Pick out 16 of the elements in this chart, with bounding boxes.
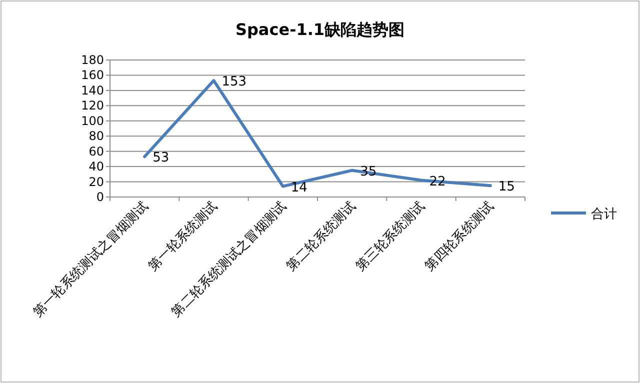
data-label: 153 — [222, 74, 247, 90]
y-tick-label: 160 — [81, 68, 104, 82]
data-label: 15 — [498, 180, 515, 195]
y-tick-label: 40 — [88, 160, 104, 174]
chart-title: Space-1.1缺陷趋势图 — [235, 20, 405, 39]
y-tick-label: 60 — [88, 144, 104, 158]
y-tick-label: 100 — [81, 114, 104, 128]
y-tick-label: 180 — [81, 53, 104, 67]
y-tick-label: 120 — [81, 98, 104, 113]
y-tick-label: 80 — [88, 129, 104, 144]
y-tick-label: 20 — [88, 174, 104, 189]
y-tick-label: 140 — [81, 83, 104, 98]
data-label: 14 — [290, 180, 308, 196]
y-tick-label: 0 — [96, 190, 104, 204]
legend-label: 合计 — [591, 207, 617, 222]
data-label: 53 — [152, 150, 170, 166]
